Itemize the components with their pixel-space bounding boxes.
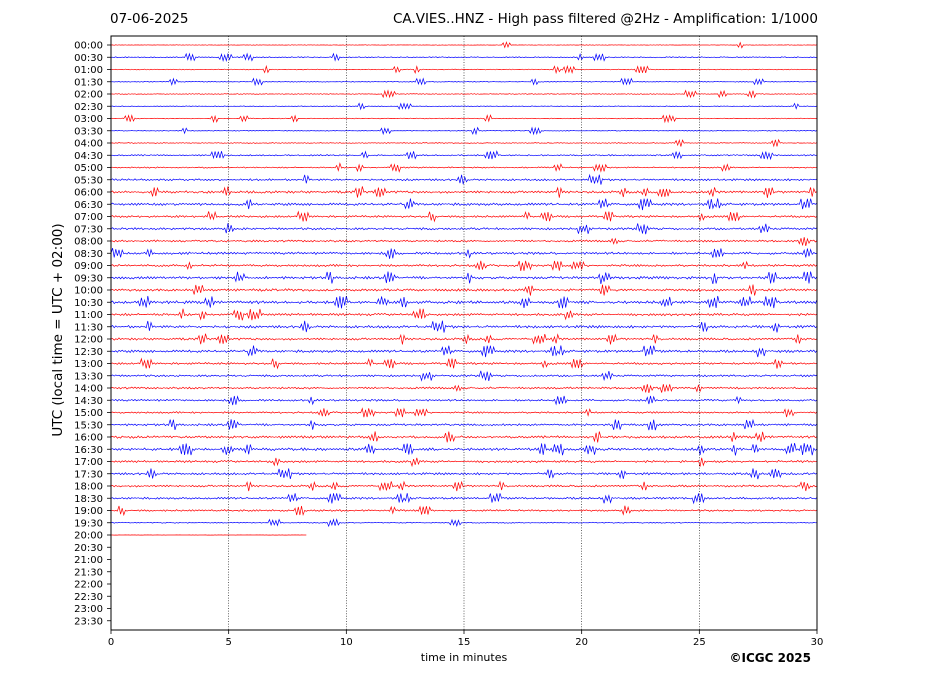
y-tick-label: 12:00 <box>74 335 103 346</box>
x-tick-label: 25 <box>693 637 706 648</box>
x-tick-label: 5 <box>225 637 231 648</box>
y-tick-label: 09:30 <box>74 273 103 284</box>
copyright-label: ©ICGC 2025 <box>729 651 811 665</box>
y-axis-label: UTC (local time = UTC + 02:00) <box>50 223 66 437</box>
trace-0330 <box>110 126 818 136</box>
x-tick-label: 15 <box>458 637 471 648</box>
trace-1130 <box>110 320 818 333</box>
trace-1700 <box>110 457 818 468</box>
x-tick-label: 0 <box>108 637 114 648</box>
trace-1500 <box>110 407 818 418</box>
x-axis: 0 5 10 15 20 25 30 <box>108 630 824 648</box>
y-tick-label: 11:30 <box>74 322 103 333</box>
trace-0430 <box>110 150 818 161</box>
y-tick-label: 13:30 <box>74 371 103 382</box>
y-tick-label: 16:30 <box>74 445 103 456</box>
y-tick-label: 23:00 <box>74 604 103 615</box>
trace-1830 <box>110 493 818 505</box>
trace-0500 <box>110 162 818 173</box>
trace-1000 <box>110 284 818 296</box>
y-tick-label: 23:30 <box>74 616 103 627</box>
y-tick-label: 05:30 <box>74 175 103 186</box>
y-tick-label: 20:00 <box>74 531 103 542</box>
y-tick-label: 08:00 <box>74 237 103 248</box>
trace-0830 <box>110 247 818 259</box>
y-tick-label: 14:00 <box>74 384 103 395</box>
trace-0700 <box>110 210 818 223</box>
y-tick-label: 18:30 <box>74 494 103 505</box>
trace-0630 <box>110 198 818 211</box>
y-tick-label: 22:30 <box>74 592 103 603</box>
grid-layer <box>228 36 700 630</box>
y-tick-label: 03:00 <box>74 114 103 125</box>
x-tick-label: 10 <box>340 637 353 648</box>
y-tick-label: 04:30 <box>74 151 103 162</box>
y-tick-label: 02:00 <box>74 90 103 101</box>
date-label: 07-06-2025 <box>110 11 189 27</box>
y-tick-label: 05:00 <box>74 163 103 174</box>
x-axis-label: time in minutes <box>420 651 508 664</box>
y-tick-label: 07:30 <box>74 224 103 235</box>
y-tick-label: 14:30 <box>74 396 103 407</box>
x-tick-label: 20 <box>575 637 588 648</box>
y-tick-label: 01:30 <box>74 77 103 88</box>
y-tick-label: 17:00 <box>74 457 103 468</box>
trace-1530 <box>110 418 818 431</box>
y-tick-label: 10:30 <box>74 298 103 309</box>
y-tick-label: 09:00 <box>74 261 103 272</box>
y-tick-label: 15:00 <box>74 408 103 419</box>
y-tick-label: 02:30 <box>74 102 103 113</box>
y-tick-label: 03:30 <box>74 126 103 137</box>
y-tick-label: 21:30 <box>74 567 103 578</box>
y-tick-label: 07:00 <box>74 212 103 223</box>
y-tick-label: 20:30 <box>74 543 103 554</box>
y-tick-label: 18:00 <box>74 482 103 493</box>
y-tick-label: 00:00 <box>74 41 103 52</box>
x-tick-label: 30 <box>811 637 824 648</box>
y-tick-label: 10:00 <box>74 286 103 297</box>
y-tick-label: 16:00 <box>74 433 103 444</box>
y-tick-label: 12:30 <box>74 347 103 358</box>
y-tick-label: 17:30 <box>74 469 103 480</box>
y-tick-label: 01:00 <box>74 65 103 76</box>
y-tick-label: 04:00 <box>74 139 103 150</box>
chart-title: CA.VIES..HNZ - High pass filtered @2Hz -… <box>393 11 818 27</box>
trace-0130 <box>110 77 818 87</box>
y-tick-label: 15:30 <box>74 420 103 431</box>
trace-0300 <box>110 114 818 124</box>
trace-1300 <box>110 357 818 370</box>
y-tick-label: 21:00 <box>74 555 103 566</box>
y-tick-label: 13:00 <box>74 359 103 370</box>
trace-0100 <box>110 64 818 75</box>
y-tick-label: 19:30 <box>74 518 103 529</box>
trace-0000 <box>110 41 818 49</box>
y-tick-label: 00:30 <box>74 53 103 64</box>
y-tick-label: 06:00 <box>74 188 103 199</box>
y-tick-label: 08:30 <box>74 249 103 260</box>
trace-0800 <box>111 237 818 246</box>
trace-1400 <box>110 384 818 393</box>
y-tick-label: 22:00 <box>74 580 103 591</box>
trace-1330 <box>110 370 818 382</box>
y-tick-label: 06:30 <box>74 200 103 211</box>
y-tick-label: 19:00 <box>74 506 103 517</box>
y-tick-label: 11:00 <box>74 310 103 321</box>
